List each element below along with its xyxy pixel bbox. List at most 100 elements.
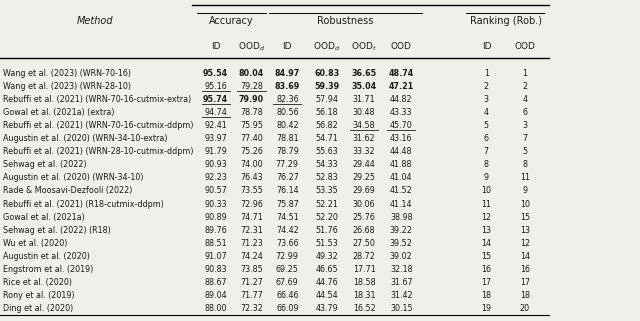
Text: 13: 13 (520, 226, 530, 235)
Text: 73.55: 73.55 (240, 187, 263, 195)
Text: 76.14: 76.14 (276, 187, 299, 195)
Text: ID: ID (482, 42, 491, 51)
Text: Augustin et al. (2020): Augustin et al. (2020) (3, 252, 90, 261)
Text: Sehwag et al. (2022) (R18): Sehwag et al. (2022) (R18) (3, 226, 111, 235)
Text: OOD: OOD (515, 42, 535, 51)
Text: Rice et al. (2020): Rice et al. (2020) (3, 278, 72, 287)
Text: 8: 8 (522, 160, 527, 169)
Text: 48.74: 48.74 (388, 69, 414, 78)
Text: OOD$_d$: OOD$_d$ (238, 40, 265, 53)
Text: 94.74: 94.74 (204, 108, 227, 117)
Text: 95.74: 95.74 (203, 95, 228, 104)
Text: 39.52: 39.52 (390, 239, 413, 247)
Text: 71.23: 71.23 (240, 239, 263, 247)
Text: 4: 4 (522, 95, 527, 104)
Text: 79.28: 79.28 (240, 82, 263, 91)
Text: 47.21: 47.21 (388, 82, 414, 91)
Text: 88.67: 88.67 (204, 278, 227, 287)
Text: 59.39: 59.39 (314, 82, 340, 91)
Text: 73.66: 73.66 (276, 239, 299, 247)
Text: 11: 11 (520, 173, 530, 182)
Text: Robustness: Robustness (317, 16, 374, 26)
Text: 78.79: 78.79 (276, 147, 299, 156)
Text: 56.82: 56.82 (316, 121, 339, 130)
Text: 52.20: 52.20 (316, 213, 339, 221)
Text: 73.85: 73.85 (240, 265, 263, 273)
Text: 1: 1 (484, 69, 489, 78)
Text: 3: 3 (484, 95, 489, 104)
Text: Accuracy: Accuracy (209, 16, 254, 26)
Text: 39.02: 39.02 (390, 252, 413, 261)
Text: 77.29: 77.29 (276, 160, 299, 169)
Text: 92.23: 92.23 (204, 173, 227, 182)
Text: Wang et al. (2023) (WRN-28-10): Wang et al. (2023) (WRN-28-10) (3, 82, 131, 91)
Text: 44.82: 44.82 (390, 95, 413, 104)
Text: 7: 7 (522, 134, 527, 143)
Text: 51.53: 51.53 (316, 239, 339, 247)
Text: 57.94: 57.94 (316, 95, 339, 104)
Text: 12: 12 (481, 213, 492, 221)
Text: 66.09: 66.09 (276, 304, 299, 313)
Text: 1: 1 (522, 69, 527, 78)
Text: Rade & Moosavi-Dezfooli (2022): Rade & Moosavi-Dezfooli (2022) (3, 187, 132, 195)
Text: 30.06: 30.06 (353, 200, 376, 209)
Text: 52.21: 52.21 (316, 200, 339, 209)
Text: 44.54: 44.54 (316, 291, 339, 299)
Text: 15: 15 (520, 213, 530, 221)
Text: 72.99: 72.99 (276, 252, 299, 261)
Text: Rebuffi et al. (2021) (WRN-28-10-cutmix-ddpm): Rebuffi et al. (2021) (WRN-28-10-cutmix-… (3, 147, 194, 156)
Text: 72.32: 72.32 (240, 304, 263, 313)
Text: ID: ID (211, 42, 220, 51)
Text: 17.71: 17.71 (353, 265, 376, 273)
Text: 17: 17 (520, 278, 530, 287)
Text: 31.67: 31.67 (390, 278, 413, 287)
Text: 39.22: 39.22 (390, 226, 413, 235)
Text: 18: 18 (481, 291, 492, 299)
Text: Rony et al. (2019): Rony et al. (2019) (3, 291, 75, 299)
Text: 43.79: 43.79 (316, 304, 339, 313)
Text: 80.42: 80.42 (276, 121, 299, 130)
Text: 10: 10 (481, 187, 492, 195)
Text: 41.14: 41.14 (390, 200, 413, 209)
Text: Rebuffi et al. (2021) (WRN-70-16-cutmix-ddpm): Rebuffi et al. (2021) (WRN-70-16-cutmix-… (3, 121, 194, 130)
Text: 78.78: 78.78 (240, 108, 263, 117)
Text: Gowal et al. (2021a): Gowal et al. (2021a) (3, 213, 85, 221)
Text: Augustin et al. (2020) (WRN-34-10-extra): Augustin et al. (2020) (WRN-34-10-extra) (3, 134, 168, 143)
Text: 80.56: 80.56 (276, 108, 299, 117)
Text: 14: 14 (520, 252, 530, 261)
Text: 66.46: 66.46 (276, 291, 299, 299)
Text: 19: 19 (481, 304, 492, 313)
Text: 76.27: 76.27 (276, 173, 299, 182)
Text: 89.04: 89.04 (204, 291, 227, 299)
Text: Rebuffi et al. (2021) (R18-cutmix-ddpm): Rebuffi et al. (2021) (R18-cutmix-ddpm) (3, 200, 164, 209)
Text: Sehwag et al. (2022): Sehwag et al. (2022) (3, 160, 87, 169)
Text: 34.58: 34.58 (353, 121, 376, 130)
Text: 6: 6 (522, 108, 527, 117)
Text: 12: 12 (520, 239, 530, 247)
Text: ID: ID (283, 42, 292, 51)
Text: 44.48: 44.48 (390, 147, 413, 156)
Text: 71.27: 71.27 (240, 278, 263, 287)
Text: 2: 2 (484, 82, 489, 91)
Text: 38.98: 38.98 (390, 213, 413, 221)
Text: 27.50: 27.50 (353, 239, 376, 247)
Text: 26.68: 26.68 (353, 226, 376, 235)
Text: 30.48: 30.48 (353, 108, 376, 117)
Text: 91.79: 91.79 (204, 147, 227, 156)
Text: Augustin et al. (2020) (WRN-34-10): Augustin et al. (2020) (WRN-34-10) (3, 173, 144, 182)
Text: 16.52: 16.52 (353, 304, 376, 313)
Text: 72.96: 72.96 (240, 200, 263, 209)
Text: 74.51: 74.51 (276, 213, 299, 221)
Text: 46.65: 46.65 (316, 265, 339, 273)
Text: 75.26: 75.26 (240, 147, 263, 156)
Text: 91.07: 91.07 (204, 252, 227, 261)
Text: 90.93: 90.93 (204, 160, 227, 169)
Text: 36.65: 36.65 (351, 69, 377, 78)
Text: 92.41: 92.41 (204, 121, 227, 130)
Text: 15: 15 (481, 252, 492, 261)
Text: 18.31: 18.31 (353, 291, 376, 299)
Text: 28.72: 28.72 (353, 252, 376, 261)
Text: 33.32: 33.32 (353, 147, 376, 156)
Text: 20: 20 (520, 304, 530, 313)
Text: Wu et al. (2020): Wu et al. (2020) (3, 239, 68, 247)
